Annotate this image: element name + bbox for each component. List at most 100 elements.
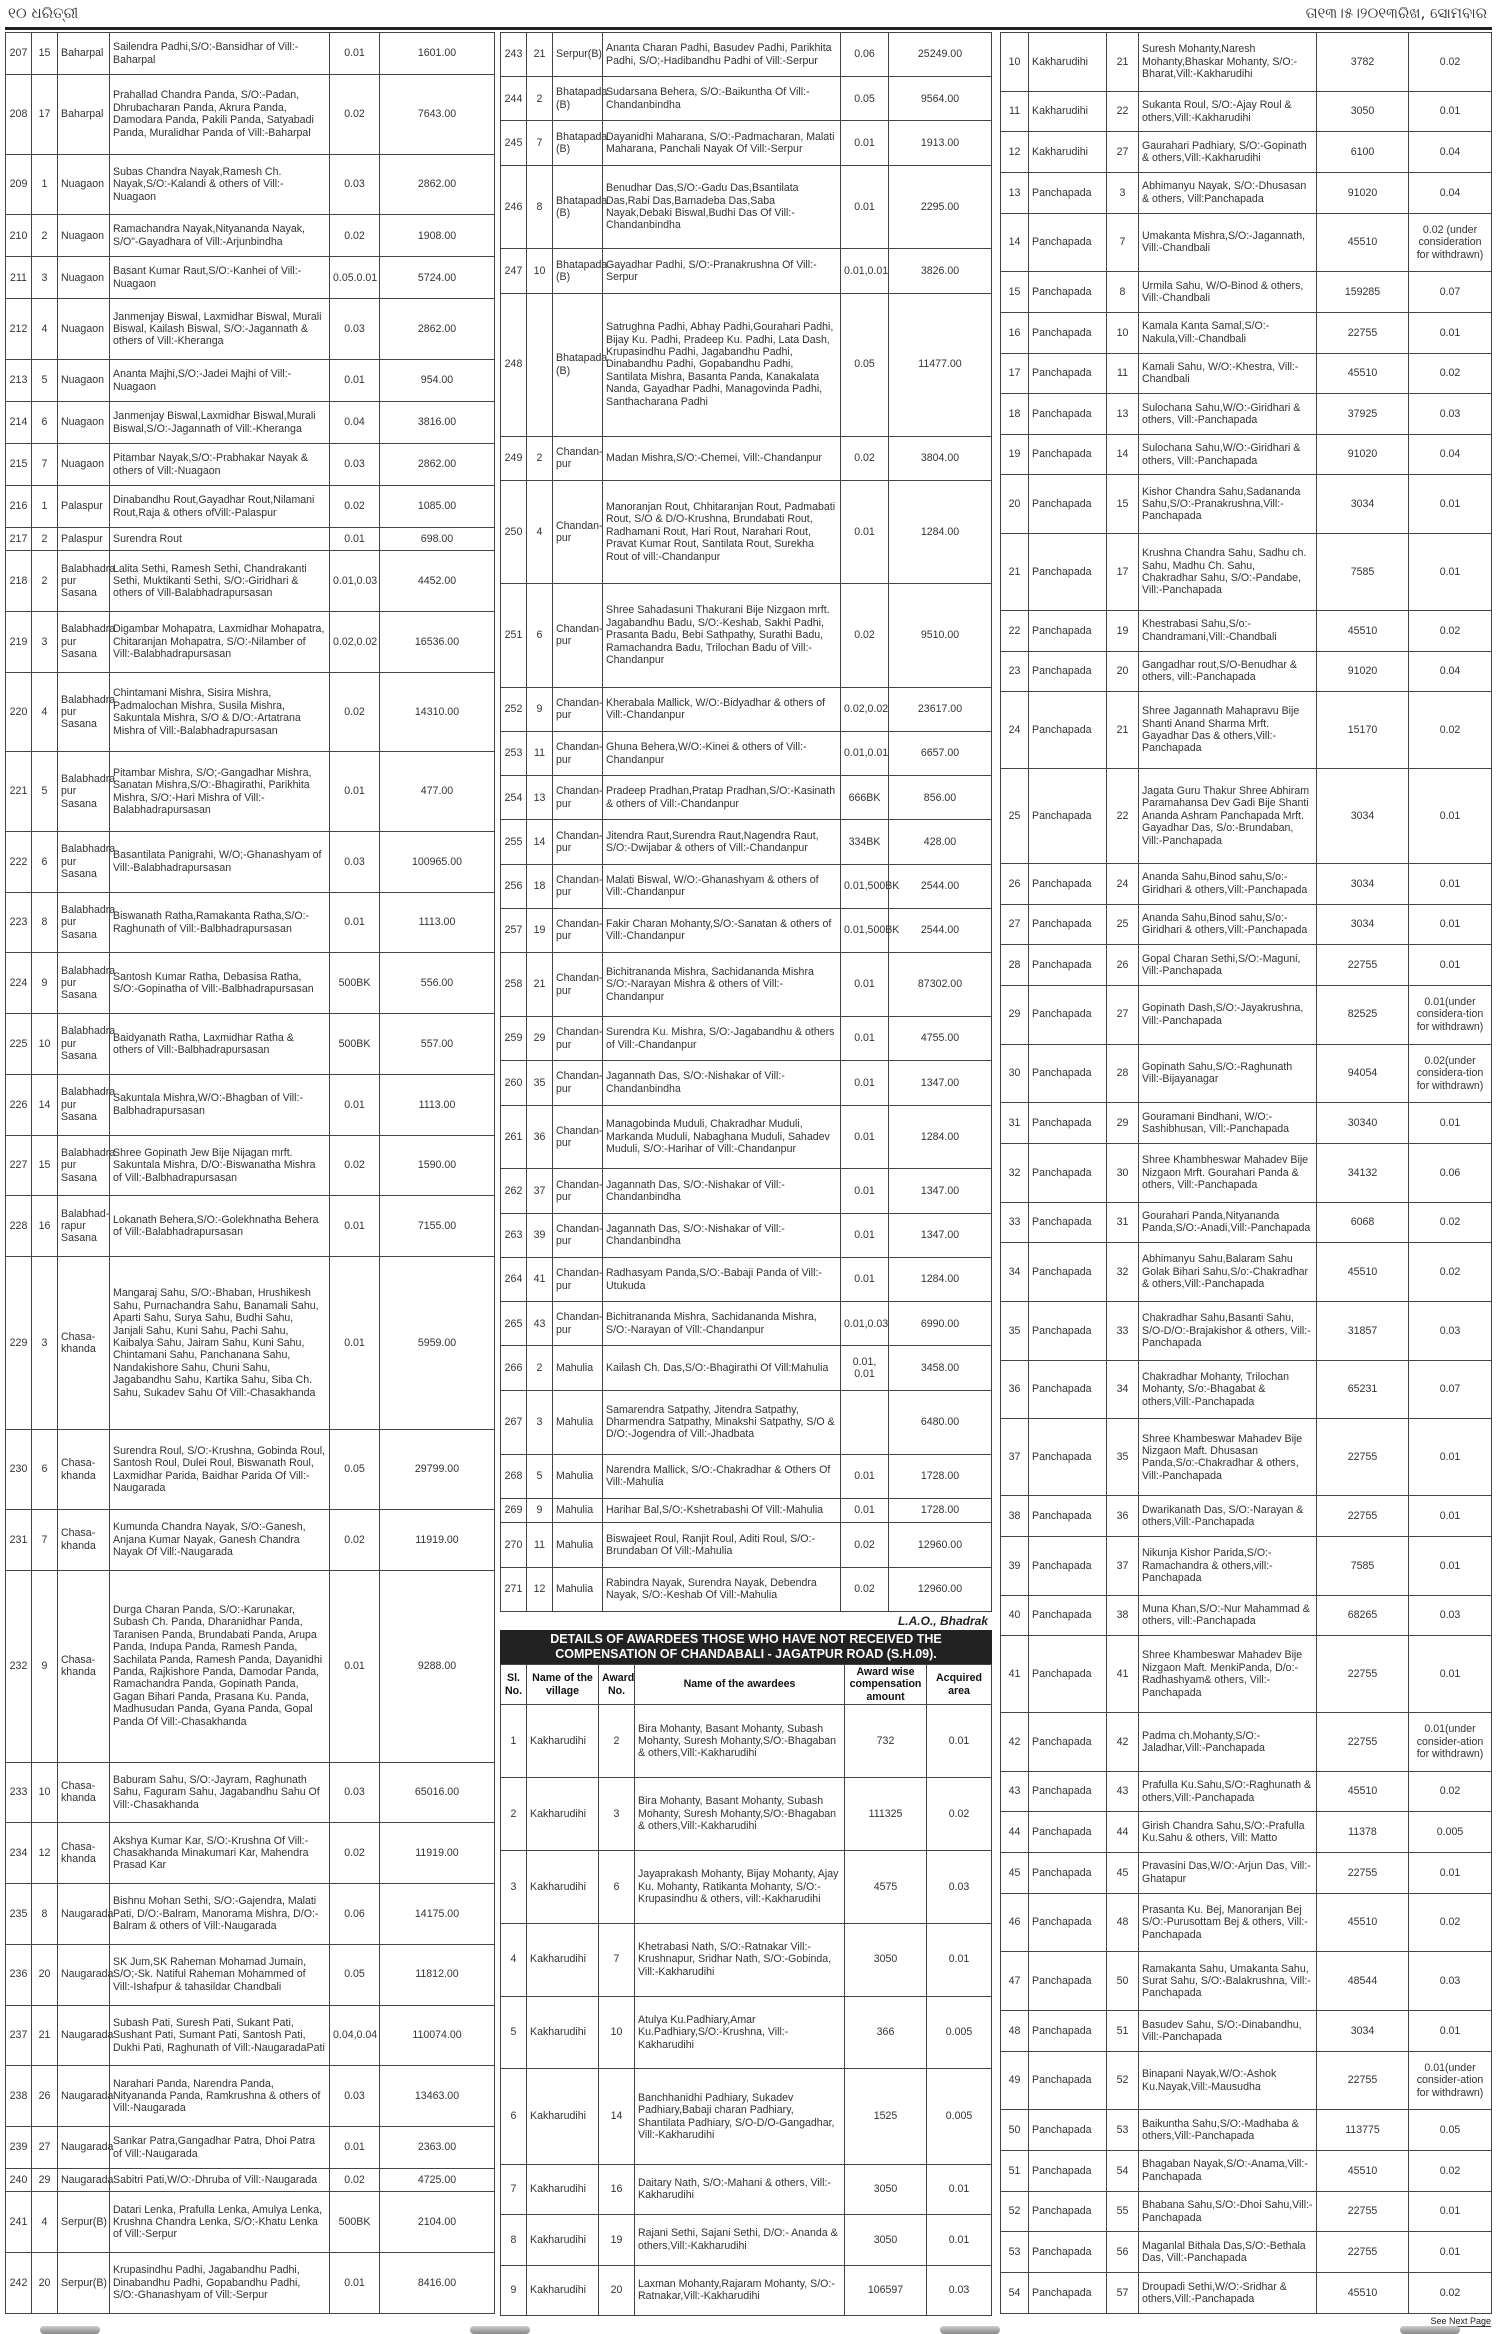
award-no: 36 [1106,1495,1139,1537]
award-no: 9 [526,1497,553,1524]
amount: 2544.00 [888,863,992,909]
sl-no: 10 [1000,32,1029,92]
compensation: 22755 [1316,1635,1409,1714]
award-no: 15 [31,31,58,76]
amount: 1590.00 [379,1134,495,1197]
issue-date: ତା୧୩।୫।୨୦୧୩ରିଖ, ସୋମବାର [1305,4,1487,22]
award-no: 32 [1106,1242,1139,1302]
village: Kakharudihi [526,2068,599,2165]
column-3: 10 Kakharudihi 21 Suresh Mohanty,Naresh Moh… [1000,32,1492,2315]
sl-no: 225 [5,1013,32,1075]
sl-no: 52 [1000,2190,1029,2233]
area: 0.02,0.02 [840,686,889,732]
sl-no: 14 [1000,212,1029,273]
awardee-names: Basant Kumar Raut,S/O:-Kanhei of Vill:-N… [109,256,330,300]
notice-title: DETAILS OF AWARDEES THOSE WHO HAVE NOT R… [500,1630,992,1664]
sl-no: 207 [5,31,32,76]
area: 0.05 [840,292,889,437]
award-no: 7 [1106,212,1139,273]
award-no: 39 [526,1212,553,1258]
area: 0.02 [329,214,380,258]
table-row: 41 Panchapada 41 Shree Khambeswar Mahadev B… [1000,1635,1492,1714]
award-no: 2 [526,1345,553,1391]
sl-no: 17 [1000,352,1029,395]
compensation: 37925 [1316,393,1409,435]
table-row: 248 Bhatapada (B) Satrughna Padhi, Abhay P… [500,292,992,437]
acquired-area: 0.02 [1408,1242,1492,1302]
village: Panchapada [1028,1102,1107,1144]
sl-no: 27 [1000,903,1029,946]
award-no: 14 [526,819,553,865]
table-row: 239 27 Naugarada Sankar Patra,Gangadhar Pat… [5,2126,495,2170]
sl-no: 239 [5,2126,32,2170]
area: 0.01 [329,359,380,403]
village: Serpur(B) [552,31,603,78]
award-no: 19 [598,2214,635,2266]
acquired-area: 0.01 [926,2163,992,2216]
acquired-area: 0.02 [1408,352,1492,395]
sl-no: 230 [5,1429,32,1510]
area: 0.02 [329,671,380,753]
village: Serpur(B) [57,2191,110,2254]
awardee-names: Surendra Roul, S/O:-Krushna, Gobinda Rou… [109,1429,330,1510]
village: Panchapada [1028,2190,1107,2233]
village: Panchapada [1028,984,1107,1045]
table-row: 4 Kakharudihi 7 Khetrabasi Nath, S/O:-Ratna… [500,1922,992,1997]
acquired-area: 0.01 [1408,944,1492,986]
village: Panchapada [1028,1635,1107,1714]
compensation: 45510 [1316,1892,1409,1953]
area: 0.05 [329,1429,380,1510]
awards-table-1: 207 15 Baharpal Sailendra Padhi,S/O:-Bansid… [5,31,495,2314]
award-no: 2 [31,214,58,258]
awardee-names: Atulya Ku.Padhiary,Amar Ku.Padhiary,S/O:… [634,1995,845,2070]
award-no: 21 [1106,691,1139,770]
award-no: 2 [526,435,553,481]
table-row: 207 15 Baharpal Sailendra Padhi,S/O:-Bansid… [5,31,495,76]
area: 0.01 [329,1256,380,1431]
table-row: 37 Panchapada 35 Shree Khambeswar Mahadev B… [1000,1418,1492,1497]
award-no: 8 [526,164,553,250]
table-row: 229 3 Chasa-khanda Mangaraj Sahu, S/O:-Bhab… [5,1256,495,1431]
village: Chasa-khanda [57,1508,110,1571]
table-row: 211 3 Nuagaon Basant Kumar Raut,S/O:-Kanhei… [5,256,495,300]
acquired-area: 0.005 [1408,1811,1492,1854]
acquired-area: 0.005 [926,2068,992,2165]
awardee-names: Banchhanidhi Padhiary, Sukadev Padhiary,… [634,2068,845,2165]
decorative-bar [40,2326,100,2334]
award-no: 15 [31,1134,58,1197]
award-no: 3 [1106,171,1139,214]
award-no: 20 [1106,650,1139,693]
table-row: 26 Panchapada 24 Ananda Sahu,Binod sahu,S/o… [1000,862,1492,905]
compensation: 111325 [844,1777,927,1851]
area: 0.01,500BK [840,907,899,954]
village: Balabhadra pur Sasana [57,1134,115,1197]
awardee-names: Ananta Majhi,S/O:-Jadei Majhi of Vill:-N… [109,359,330,403]
sl-no: 16 [1000,311,1029,354]
village: Balabhadra pur Sasana [57,751,115,832]
table-row: 18 Panchapada 13 Sulochana Sahu,W/O:-Giridh… [1000,393,1492,435]
table-row: 9 Kakharudihi 20 Laxman Mohanty,Rajaram Moh… [500,2264,992,2317]
amount: 9510.00 [888,583,992,688]
sl-no: 41 [1000,1635,1029,1714]
award-no: 27 [1106,984,1139,1045]
table-header-row: Sl. No. Name of the village Award No. Na… [500,1663,992,1706]
award-no: 7 [31,443,58,487]
amount: 3458.00 [888,1345,992,1391]
sl-no: 39 [1000,1535,1029,1596]
village: Balabhadra pur Sasana [57,611,115,673]
village: Panchapada [1028,1300,1107,1361]
award-no: 8 [1106,271,1139,313]
table-row: 38 Panchapada 36 Dwarikanath Das, S/O:-Nara… [1000,1495,1492,1537]
sl-no: 47 [1000,1951,1029,2012]
awardee-names: Basudev Sahu, S/O:-Dinabandhu, Vill:-Pan… [1138,2010,1317,2052]
amount: 2862.00 [379,153,495,216]
acquired-area: 0.03 [926,2264,992,2317]
compensation: 45510 [1316,212,1409,273]
area: 666BK [840,775,889,821]
header-rule [5,27,1492,30]
village: Chasa-khanda [57,1822,110,1885]
amount: 4725.00 [379,2168,495,2193]
village: Panchapada [1028,311,1107,354]
table-row: 1 Kakharudihi 2 Bira Mohanty, Basant Mohant… [500,1704,992,1779]
sl-no: 265 [500,1301,527,1347]
